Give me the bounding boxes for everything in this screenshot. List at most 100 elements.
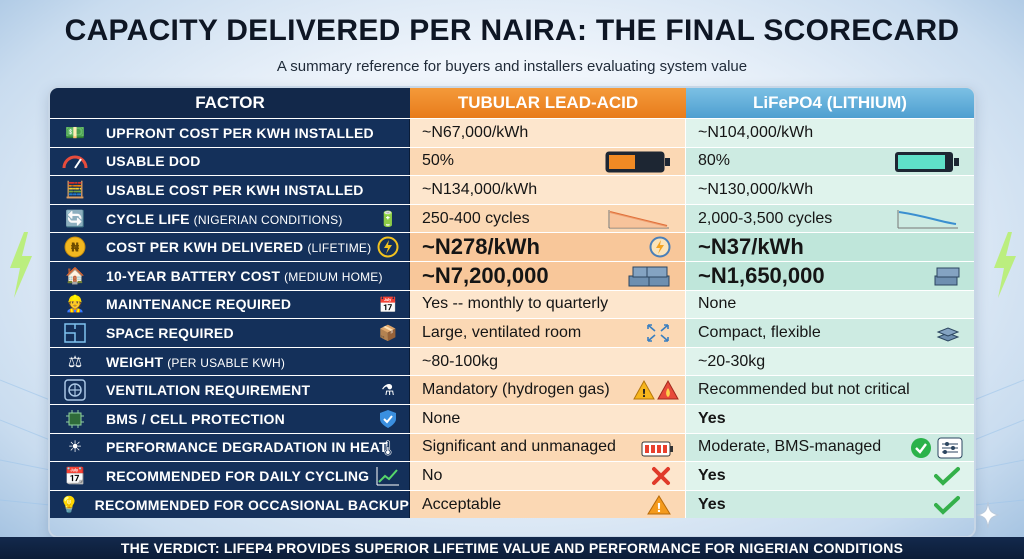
table-row: BMS / CELL PROTECTION None Yes <box>50 403 974 433</box>
money-stack-icon <box>932 265 960 287</box>
factor-cell: 📆 RECOMMENDED FOR DAILY CYCLING <box>50 462 410 490</box>
table-row: ☀ PERFORMANCE DEGRADATION IN HEAT 🌡 Sign… <box>50 432 974 462</box>
warning-fire-icon: ! <box>633 379 679 401</box>
chip-icon <box>58 408 92 430</box>
lead-acid-cell: Acceptable ! <box>410 490 686 519</box>
calendar-icon: 📅 <box>378 296 398 314</box>
layers-icon <box>936 322 960 344</box>
sparkle-icon <box>976 501 1000 529</box>
factor-cell: SPACE REQUIRED 📦 <box>50 319 410 347</box>
lead-acid-value: 250-400 cycles <box>422 209 530 227</box>
table-row: 🧮 USABLE COST PER kWh INSTALLED ~N134,00… <box>50 175 974 204</box>
factor-cell: USABLE DoD <box>50 147 410 176</box>
lithium-value: Compact, flexible <box>698 323 821 341</box>
lead-acid-cell: 250-400 cycles <box>410 204 686 233</box>
factor-label: RECOMMENDED FOR DAILY CYCLING <box>106 467 370 484</box>
factor-label: MAINTENANCE REQUIRED <box>106 296 292 313</box>
lightning-circle-icon <box>649 236 671 258</box>
factor-sublabel: (MEDIUM HOME) <box>284 269 383 284</box>
lithium-value: Yes <box>686 404 974 433</box>
table-row: USABLE DoD 50% 80% <box>50 146 974 176</box>
factor-label: VENTILATION REQUIREMENT <box>106 382 311 399</box>
lead-acid-value: ~N7,200,000 <box>422 262 549 288</box>
check-icon <box>934 494 960 516</box>
lead-acid-value: None <box>410 404 686 433</box>
factor-cell: 🔄 CYCLE LIFE (NIGERIAN CONDITIONS) 🔋 <box>50 204 410 233</box>
lead-acid-cell: ~N7,200,000 <box>410 261 686 290</box>
header-lead-acid: TUBULAR LEAD-ACID <box>410 88 686 118</box>
lead-acid-cell: No <box>410 462 686 490</box>
factor-label: BMS / CELL PROTECTION <box>106 410 285 427</box>
lithium-value: ~N1,650,000 <box>698 262 825 288</box>
lead-acid-cell: Significant and unmanaged <box>410 433 686 462</box>
factor-cell: BMS / CELL PROTECTION <box>50 404 410 433</box>
factor-cell: 💵 UPFRONT COST PER kWh INSTALLED <box>50 119 410 147</box>
lithium-value: ~N104,000/kWh <box>686 119 974 147</box>
lead-acid-value: Significant and unmanaged <box>422 438 616 456</box>
lead-acid-value: ~80-100kg <box>410 347 686 376</box>
cross-icon <box>651 465 671 487</box>
table-row: ₦ COST PER kWh DELIVERED (LIFETIME) ~N278… <box>50 232 974 261</box>
battery-full-icon <box>894 151 960 173</box>
battery-half-icon <box>605 151 671 173</box>
factor-label: SPACE REQUIRED <box>106 324 234 341</box>
factor-sublabel: (LIFETIME) <box>307 241 372 256</box>
factor-sublabel: (NIGERIAN CONDITIONS) <box>193 212 343 227</box>
lead-acid-value: Large, ventilated room <box>422 323 582 341</box>
bulb-icon: 💡 <box>59 496 80 514</box>
money-stack-icon <box>627 265 671 287</box>
table-row: SPACE REQUIRED 📦 Large, ventilated room … <box>50 318 974 347</box>
factor-label: USABLE DoD <box>106 153 201 170</box>
lithium-value: ~N37/kWh <box>686 233 974 261</box>
lead-acid-value: ~N67,000/kWh <box>410 119 686 147</box>
factor-cell: 🧮 USABLE COST PER kWh INSTALLED <box>50 176 410 204</box>
lithium-value: ~N130,000/kWh <box>686 176 974 204</box>
factor-label: WEIGHT (PER USABLE kWh) <box>106 353 286 370</box>
expand-arrows-icon <box>645 322 671 344</box>
money-wrench-icon: 💵 <box>65 124 85 142</box>
scale-icon: ⚖ <box>67 353 83 371</box>
lithium-cell: ~N1,650,000 <box>686 261 974 290</box>
verdict-banner: THE VERDICT: LIFEP4 PROVIDES SUPERIOR LI… <box>0 537 1024 559</box>
lithium-cell: Yes <box>686 462 974 490</box>
lithium-value: None <box>686 290 974 319</box>
lead-acid-value: ~N134,000/kWh <box>410 176 686 204</box>
factor-label: UPFRONT COST PER kWh INSTALLED <box>106 124 374 141</box>
check-settings-icon <box>910 437 964 459</box>
gauge-icon <box>58 150 92 172</box>
lithium-value: Recommended but not critical <box>686 376 974 404</box>
svg-text:!: ! <box>656 501 661 515</box>
lead-acid-cell: ~N278/kWh <box>410 233 686 261</box>
lightning-right-icon <box>994 232 1016 298</box>
lead-acid-value: 50% <box>422 152 455 170</box>
shield-icon <box>375 408 401 430</box>
floorplan-icon <box>58 322 92 344</box>
page-subtitle: A summary reference for buyers and insta… <box>276 58 748 75</box>
box-icon: 📦 <box>378 325 398 343</box>
table-row: 🏠 10-YEAR BATTERY COST (MEDIUM HOME) ~N7,… <box>50 260 974 290</box>
lithium-cell: 2,000-3,500 cycles <box>686 204 974 233</box>
decline-chart-icon <box>896 208 960 230</box>
lithium-cell: 80% <box>686 147 974 176</box>
lead-acid-cell: 50% <box>410 147 686 176</box>
calculator-icon: 🧮 <box>65 181 85 199</box>
factor-sublabel: (PER USABLE kWh) <box>167 355 286 370</box>
lithium-cell: Yes <box>686 490 974 519</box>
svg-text:₦: ₦ <box>71 241 80 255</box>
naira-coin-icon: ₦ <box>58 236 92 258</box>
trend-up-icon <box>375 465 401 487</box>
worker-icon: 👷 <box>65 296 85 314</box>
table-row: ⚖ WEIGHT (PER USABLE kWh) ~80-100kg ~20-3… <box>50 346 974 376</box>
factor-label: COST PER kWh DELIVERED (LIFETIME) <box>106 239 372 256</box>
factor-cell: 🏠 10-YEAR BATTERY COST (MEDIUM HOME) <box>50 261 410 290</box>
lead-acid-cell: Large, ventilated room <box>410 319 686 347</box>
scorecard-table: FACTOR TUBULAR LEAD-ACID LiFePO4 (LITHIU… <box>50 88 974 536</box>
lithium-value: Yes <box>698 466 726 484</box>
lead-acid-value: Yes -- monthly to quarterly <box>410 290 686 319</box>
page-title: CAPACITY DELIVERED PER NAIRA: THE FINAL … <box>64 14 960 47</box>
factor-label: 10-YEAR BATTERY COST (MEDIUM HOME) <box>106 267 383 284</box>
factor-cell: ☀ PERFORMANCE DEGRADATION IN HEAT 🌡 <box>50 433 410 462</box>
factor-label: RECOMMENDED FOR OCCASIONAL BACKUP <box>94 496 409 513</box>
lead-acid-value: Mandatory (hydrogen gas) <box>422 381 610 399</box>
factor-label: PERFORMANCE DEGRADATION IN HEAT <box>106 439 388 456</box>
